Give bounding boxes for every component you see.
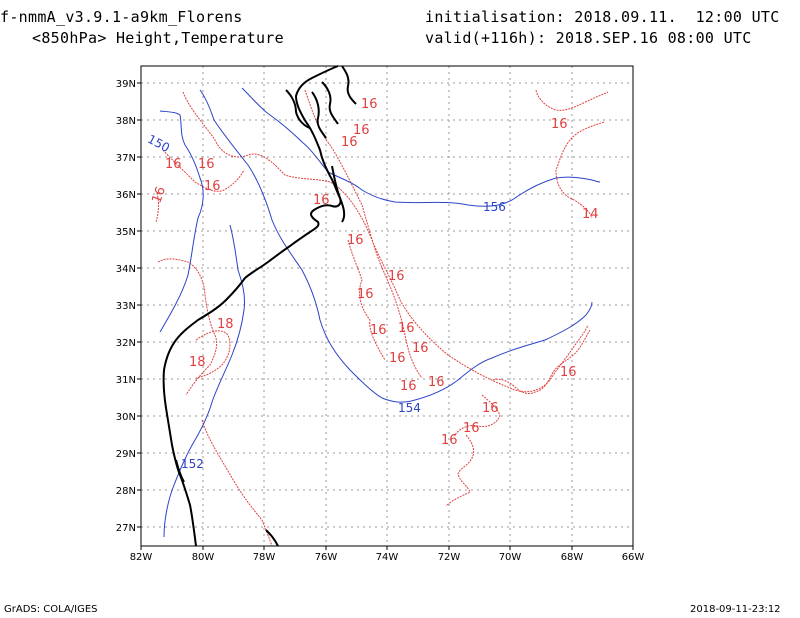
lat-tick-label: 37N bbox=[116, 153, 136, 164]
lat-tick-label: 29N bbox=[116, 449, 136, 460]
temperature-label: 16 bbox=[149, 185, 169, 206]
valid-time: valid(+116h): 2018.SEP.16 08:00 UTC bbox=[425, 29, 752, 47]
lon-tick-label: 74W bbox=[376, 552, 399, 563]
temperature-label: 16 bbox=[204, 179, 221, 194]
model-title: f-nmmA_v3.9.1-a9km_Florens bbox=[0, 8, 243, 26]
temperature-label: 16 bbox=[389, 351, 406, 366]
temperature-label: 16 bbox=[357, 287, 374, 302]
credit-text: GrADS: COLA/IGES bbox=[4, 604, 98, 615]
lon-tick-label: 70W bbox=[499, 552, 522, 563]
temperature-label: 16 bbox=[361, 97, 378, 112]
lon-tick-label: 66W bbox=[622, 552, 645, 563]
temperature-label: 16 bbox=[441, 433, 458, 448]
lon-tick-label: 68W bbox=[561, 552, 584, 563]
temperature-label: 16 bbox=[463, 421, 480, 436]
lat-tick-label: 36N bbox=[116, 190, 136, 201]
lat-tick-label: 39N bbox=[116, 79, 136, 90]
temperature-label: 16 bbox=[341, 135, 358, 150]
coastline bbox=[162, 65, 357, 547]
temperature-label: 14 bbox=[582, 207, 599, 222]
temperature-label: 16 bbox=[560, 365, 577, 380]
height-contours bbox=[159, 87, 601, 538]
temperature-label: 16 bbox=[370, 323, 387, 338]
lon-tick-label: 72W bbox=[438, 552, 461, 563]
temperature-label: 16 bbox=[428, 375, 445, 390]
grid bbox=[141, 66, 633, 546]
height-label: 152 bbox=[181, 457, 204, 471]
temperature-label: 16 bbox=[482, 401, 499, 416]
height-label: 150 bbox=[145, 132, 172, 155]
lon-tick-label: 78W bbox=[253, 552, 276, 563]
init-time: initialisation: 2018.09.11. 12:00 UTC bbox=[425, 8, 780, 26]
height-label: 156 bbox=[483, 200, 506, 214]
height-label: 154 bbox=[398, 401, 421, 415]
lat-tick-label: 28N bbox=[116, 486, 136, 497]
field-title: <850hPa> Height,Temperature bbox=[32, 29, 284, 47]
temperature-label: 16 bbox=[313, 193, 330, 208]
temperature-contours bbox=[155, 89, 609, 547]
temperature-label: 18 bbox=[189, 355, 206, 370]
temperature-label: 16 bbox=[198, 157, 215, 172]
temperature-label: 16 bbox=[412, 341, 429, 356]
lat-tick-label: 32N bbox=[116, 338, 136, 349]
lon-tick-label: 82W bbox=[130, 552, 153, 563]
temperature-label: 16 bbox=[353, 123, 370, 138]
temperature-label: 16 bbox=[400, 379, 417, 394]
lat-tick-label: 34N bbox=[116, 264, 136, 275]
lat-tick-label: 35N bbox=[116, 227, 136, 238]
temperature-label: 18 bbox=[217, 317, 234, 332]
lat-tick-label: 27N bbox=[116, 523, 136, 534]
lat-tick-label: 31N bbox=[116, 375, 136, 386]
timestamp-text: 2018-09-11-23:12 bbox=[690, 604, 781, 615]
temperature-label: 16 bbox=[347, 233, 364, 248]
lon-tick-label: 76W bbox=[315, 552, 338, 563]
lat-tick-label: 33N bbox=[116, 301, 136, 312]
temperature-label: 16 bbox=[165, 157, 182, 172]
lon-tick-label: 80W bbox=[192, 552, 215, 563]
temperature-label: 16 bbox=[551, 117, 568, 132]
lat-tick-label: 30N bbox=[116, 412, 136, 423]
axis-ticks bbox=[137, 82, 634, 550]
temperature-label: 16 bbox=[398, 321, 415, 336]
lat-tick-label: 38N bbox=[116, 116, 136, 127]
temperature-label: 16 bbox=[388, 269, 405, 284]
